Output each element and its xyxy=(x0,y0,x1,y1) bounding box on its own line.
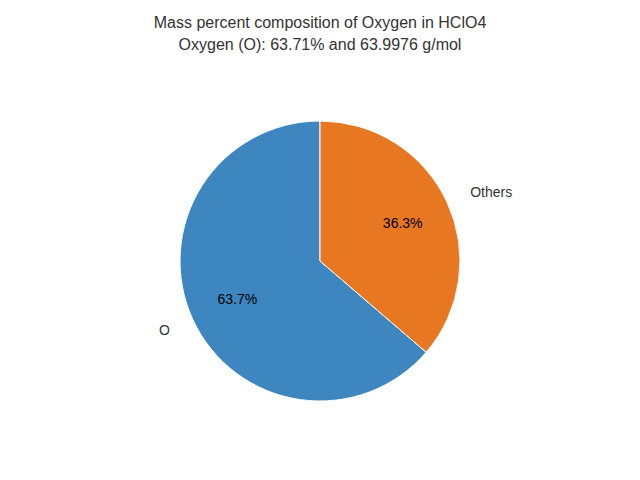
svg-text:O: O xyxy=(159,322,170,338)
svg-text:63.7%: 63.7% xyxy=(217,291,257,307)
html-text:Mass percent composition of Ox: Mass percent composition of Oxygen in HC… xyxy=(153,14,487,31)
svg-text:36.3%: 36.3% xyxy=(383,215,423,231)
html-text:Oxygen (O): 63.71% and 63.9976: Oxygen (O): 63.71% and 63.9976 g/mol xyxy=(178,36,462,53)
svg-text:Others: Others xyxy=(470,184,512,200)
